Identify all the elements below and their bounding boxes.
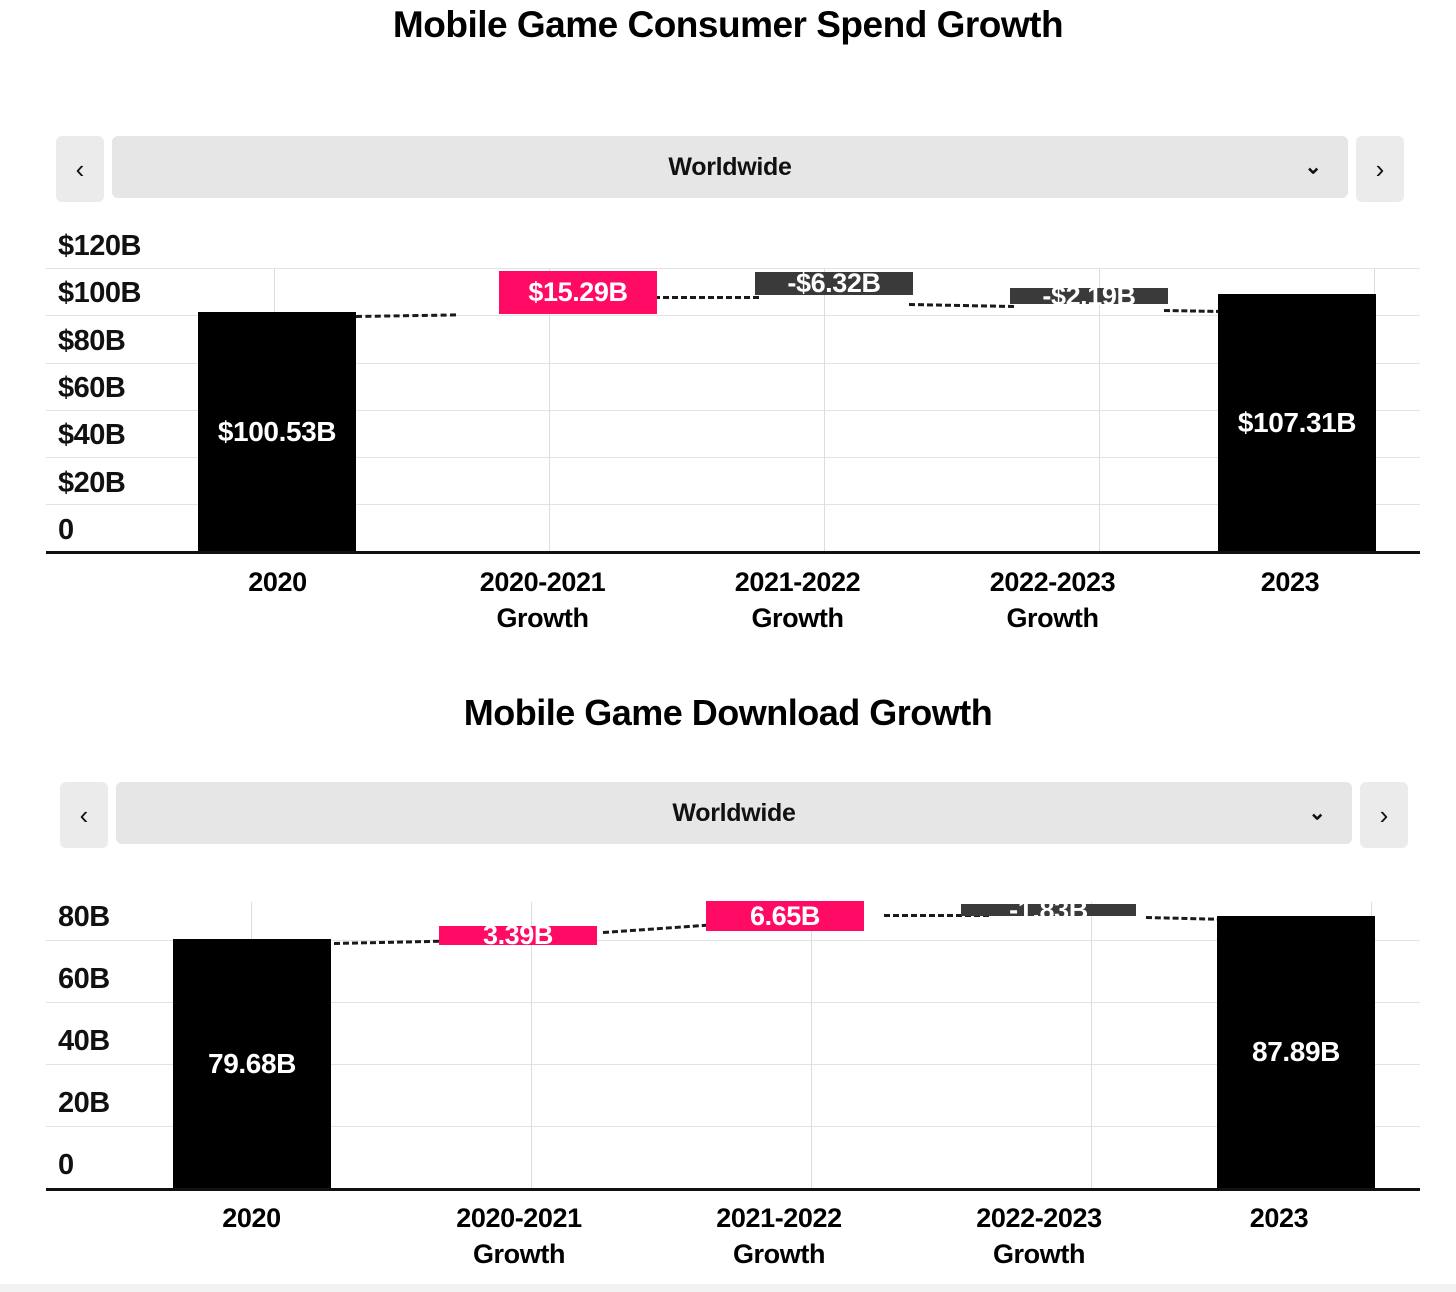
bar-value-label: -1.83B (1009, 894, 1088, 925)
bar-value-label: 79.68B (208, 1047, 296, 1079)
page-title-spend: Mobile Game Consumer Spend Growth (392, 4, 1064, 45)
gridline-120 (46, 268, 1420, 269)
category-divider (811, 902, 812, 1188)
xlabel-2022-2023: 2022-2023 Growth (989, 567, 1116, 634)
gridline-80 (46, 940, 1420, 941)
ytick-label: 40B (58, 1025, 110, 1057)
bar-value-label: -$6.32B (787, 268, 881, 298)
bar-value-label: -$2.19B (1042, 280, 1136, 311)
ytick-label: 0 (58, 1149, 74, 1181)
bar-2023-total[interactable]: $107.31B (1218, 294, 1376, 551)
category-divider (531, 902, 532, 1188)
ytick-label: 0 (58, 514, 74, 546)
gridline-20 (46, 1126, 1420, 1127)
bottom-edge-strip (0, 1284, 1456, 1292)
gridline-40 (46, 1064, 1420, 1065)
ytick-label: $80B (58, 325, 126, 357)
bar-value-label: $107.31B (1237, 406, 1357, 438)
category-divider (824, 268, 825, 551)
ytick-label: $120B (58, 230, 141, 262)
gridline-20 (46, 504, 1420, 505)
waterfall-connector (602, 923, 708, 934)
gridline-60 (46, 410, 1420, 411)
x-axis-labels-spend: 2020 2020-2021 Growth 2021-2022 Growth 2… (46, 564, 1420, 637)
ytick-label: $20B (58, 467, 126, 499)
chevron-right-icon: › (1375, 153, 1385, 184)
bar-value-label: 87.89B (1252, 1036, 1340, 1067)
region-selector-spend: ‹ Worldwide ⌄ › (40, 136, 1420, 202)
region-dropdown-spend[interactable]: Worldwide ⌄ (112, 136, 1348, 198)
ytick-label: $100B (58, 277, 141, 309)
chevron-right-icon: › (1379, 799, 1389, 830)
prev-region-button[interactable]: ‹ (60, 782, 108, 848)
xlabel-2022-2023: 2022-2023 Growth (976, 1203, 1102, 1270)
prev-region-button[interactable]: ‹ (56, 136, 104, 202)
region-value-downloads: Worldwide (672, 798, 796, 827)
next-region-button[interactable]: › (1356, 136, 1404, 202)
region-dropdown-downloads[interactable]: Worldwide ⌄ (116, 782, 1352, 844)
xlabel-2023: 2023 (1260, 567, 1320, 597)
gridline-100 (46, 315, 1420, 316)
ytick-label: 80B (58, 901, 110, 933)
bar-2020-total[interactable]: $100.53B (198, 312, 356, 551)
bar-2021-2022-growth[interactable]: 6.65B (706, 901, 864, 931)
waterfall-connector (884, 914, 989, 917)
category-divider (549, 268, 550, 551)
xlabel-2020-2021: 2020-2021 Growth (456, 1203, 582, 1270)
chevron-down-icon: ⌄ (1308, 801, 1326, 825)
x-axis-labels-downloads: 2020 2020-2021 Growth 2021-2022 Growth 2… (46, 1200, 1420, 1273)
ytick-label: $60B (58, 372, 126, 404)
bar-2022-2023-growth[interactable]: -$2.19B (1010, 281, 1168, 311)
bar-2021-2022-growth[interactable]: -$6.32B (755, 268, 913, 298)
waterfall-connector (654, 296, 759, 299)
category-divider (1099, 268, 1100, 551)
bar-value-label: $15.29B (528, 277, 628, 307)
next-region-button[interactable]: › (1360, 782, 1408, 848)
waterfall-connector (355, 313, 457, 318)
axis-baseline (46, 1188, 1420, 1191)
bar-2020-2021-growth[interactable]: $15.29B (499, 271, 657, 314)
ytick-label: 20B (58, 1087, 110, 1119)
chevron-down-icon: ⌄ (1304, 155, 1322, 179)
chevron-left-icon: ‹ (79, 799, 89, 830)
region-value-spend: Worldwide (668, 152, 792, 181)
bar-2020-total[interactable]: 79.68B (173, 939, 331, 1188)
bar-2022-2023-growth[interactable]: -1.83B (961, 895, 1136, 925)
region-selector-downloads: ‹ Worldwide ⌄ › (44, 782, 1424, 848)
chart-section-spend: Mobile Game Consumer Spend Growth ‹ Worl… (40, 4, 1420, 633)
xlabel-2021-2022: 2021-2022 Growth (716, 1203, 842, 1270)
waterfall-connector (908, 303, 1015, 309)
gridline-40 (46, 457, 1420, 458)
bar-value-label: $100.53B (217, 415, 337, 447)
xlabel-2023: 2023 (1249, 1203, 1309, 1233)
xlabel-2020-2021: 2020-2021 Growth (479, 567, 606, 634)
bar-2023-total[interactable]: 87.89B (1217, 916, 1375, 1188)
chart-section-downloads: Mobile Game Download Growth ‹ Worldwide … (0, 690, 1456, 1292)
axis-baseline (46, 551, 1420, 554)
ytick-label: 60B (58, 963, 110, 995)
xlabel-2021-2022: 2021-2022 Growth (734, 567, 861, 634)
gridline-80 (46, 363, 1420, 364)
page-title-downloads: Mobile Game Download Growth (463, 692, 993, 733)
xlabel-2020: 2020 (248, 567, 307, 597)
bar-2020-2021-growth[interactable]: 3.39B (439, 920, 597, 950)
gridline-60 (46, 1002, 1420, 1003)
bar-value-label: 6.65B (749, 900, 821, 931)
ytick-label: $40B (58, 419, 126, 451)
bar-value-label: 3.39B (482, 920, 554, 950)
xlabel-2020: 2020 (222, 1203, 281, 1233)
waterfall-plot-downloads: 80B 60B 40B 20B 0 79.68B 3.39B 6.65 (46, 895, 1420, 1269)
category-divider (1091, 902, 1092, 1188)
chevron-left-icon: ‹ (75, 153, 85, 184)
waterfall-plot-spend: $120B $100B $80B $60B $40B $20B 0 $100.5… (46, 226, 1420, 633)
